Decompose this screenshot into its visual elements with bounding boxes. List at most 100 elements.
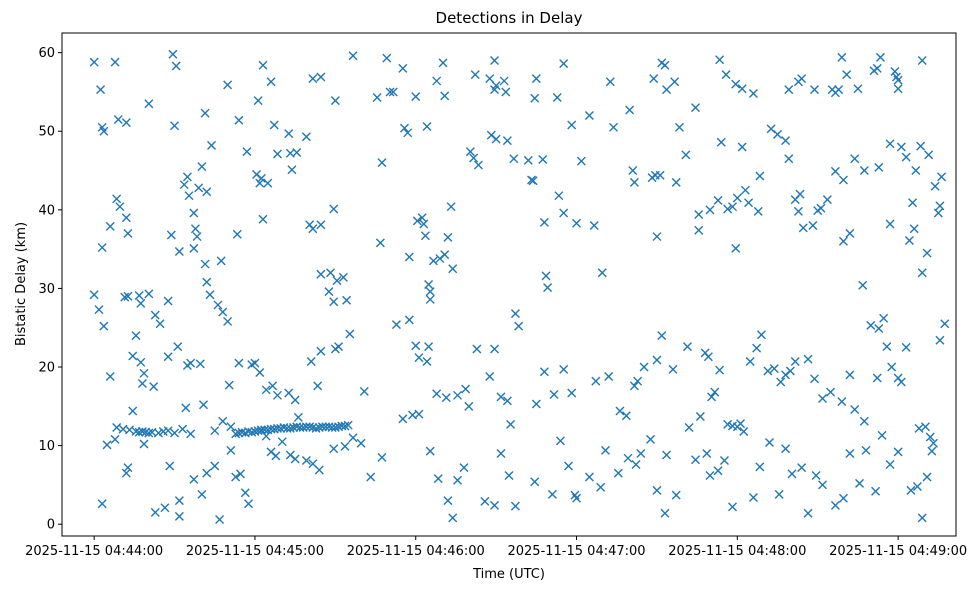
data-point — [584, 472, 594, 482]
data-point — [240, 488, 250, 498]
data-point — [289, 423, 299, 433]
data-point — [615, 406, 625, 416]
data-point — [882, 342, 892, 352]
data-point — [97, 499, 107, 509]
data-point — [231, 472, 241, 482]
data-point — [173, 342, 183, 352]
data-point — [134, 291, 144, 300]
data-point — [896, 377, 906, 387]
data-point — [110, 434, 120, 444]
data-point — [572, 218, 582, 228]
data-point — [290, 395, 300, 405]
data-point — [922, 472, 932, 482]
data-point — [205, 290, 215, 300]
data-point — [285, 423, 295, 433]
data-point — [811, 470, 821, 480]
data-point — [745, 357, 755, 367]
data-point — [473, 160, 483, 170]
data-point — [234, 358, 244, 368]
data-point — [202, 187, 212, 197]
data-point — [144, 99, 154, 109]
data-point — [501, 87, 511, 97]
data-point — [845, 370, 855, 380]
data-point — [859, 166, 869, 176]
data-point — [756, 330, 766, 340]
data-point — [830, 500, 840, 510]
data-point — [316, 220, 326, 230]
data-point — [372, 92, 382, 102]
data-point — [178, 424, 188, 434]
data-point — [629, 381, 639, 391]
data-point — [874, 162, 884, 172]
data-point — [470, 70, 480, 80]
data-point — [924, 150, 934, 160]
x-tick-label: 2025-11-15 04:44:00 — [25, 544, 163, 559]
data-point — [671, 490, 681, 500]
data-point — [838, 175, 848, 185]
y-tick-label: 60 — [38, 46, 55, 61]
data-point — [555, 436, 565, 446]
data-point — [440, 91, 450, 101]
data-point — [144, 289, 154, 299]
data-point — [850, 404, 860, 414]
data-point — [853, 84, 863, 94]
data-point — [912, 481, 922, 491]
data-point — [404, 315, 414, 325]
data-point — [424, 280, 434, 289]
data-point — [781, 136, 791, 146]
data-point — [861, 445, 871, 455]
data-point — [935, 201, 945, 211]
data-point — [826, 387, 836, 397]
data-point — [572, 493, 582, 503]
data-point — [110, 57, 120, 67]
data-point — [96, 85, 106, 95]
data-point — [552, 92, 562, 102]
data-point — [440, 250, 450, 260]
data-point — [446, 202, 456, 212]
data-point — [329, 297, 339, 307]
data-point — [764, 437, 774, 447]
data-point — [197, 489, 207, 499]
data-point — [597, 268, 607, 278]
data-point — [366, 472, 376, 482]
data-point — [112, 423, 122, 433]
data-point — [131, 426, 141, 436]
data-point — [681, 150, 691, 160]
data-point — [816, 203, 826, 213]
data-point — [285, 148, 295, 158]
data-point — [549, 390, 559, 400]
data-point — [215, 515, 225, 524]
data-point — [160, 503, 170, 513]
data-point — [795, 189, 805, 199]
data-point — [411, 341, 421, 351]
data-point — [755, 462, 765, 472]
data-point — [917, 56, 927, 66]
data-point — [375, 238, 385, 248]
data-point — [514, 321, 524, 331]
data-point — [838, 493, 848, 503]
data-point — [623, 453, 633, 463]
data-point — [845, 448, 855, 458]
data-point — [242, 147, 252, 157]
data-point — [691, 103, 701, 113]
data-point — [682, 342, 692, 352]
data-point — [646, 434, 655, 444]
data-point — [859, 416, 869, 426]
y-axis-label: Bistatic Delay (km) — [14, 222, 29, 346]
data-point — [885, 139, 895, 149]
data-point — [128, 351, 138, 361]
data-point — [531, 399, 541, 409]
y-tick-label: 40 — [38, 203, 55, 218]
data-point — [748, 492, 758, 502]
data-point — [723, 204, 733, 214]
data-point — [605, 77, 615, 87]
data-point — [314, 465, 324, 475]
y-tick-label: 10 — [38, 439, 55, 454]
data-point — [834, 85, 844, 95]
data-point — [422, 122, 432, 132]
data-point — [628, 166, 638, 176]
data-point — [163, 296, 173, 306]
data-point — [163, 352, 173, 362]
data-point — [305, 422, 315, 432]
data-point — [879, 313, 889, 323]
